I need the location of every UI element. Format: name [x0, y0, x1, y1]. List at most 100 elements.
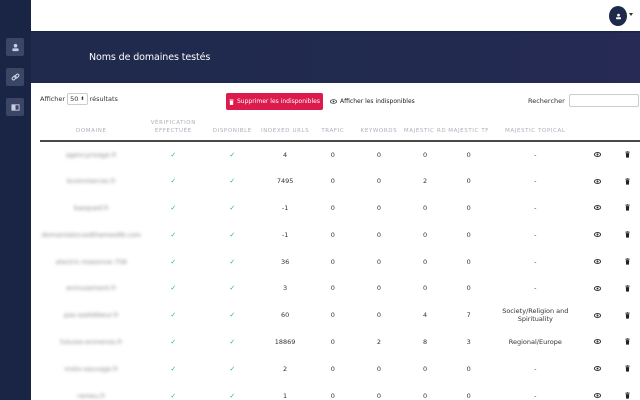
available-check-icon: ✓: [229, 257, 236, 266]
indexed-urls-cell: 60: [280, 311, 290, 320]
domain-cell: rameu.fr: [77, 391, 106, 400]
traffic-cell: 0: [330, 391, 335, 400]
delete-button[interactable]: [614, 355, 640, 382]
delete-button[interactable]: [614, 329, 640, 356]
sidebar-item-panel[interactable]: [6, 98, 24, 116]
view-button[interactable]: [581, 329, 614, 356]
domain-cell: electric-masonne-758: [55, 257, 127, 266]
column-header-traffic[interactable]: Trafic: [309, 115, 356, 142]
top-bar: [31, 0, 640, 32]
column-header-majestic-rd[interactable]: Majestic RD: [402, 115, 449, 142]
eye-icon: [594, 312, 602, 318]
trash-icon: [625, 231, 630, 238]
user-avatar[interactable]: [609, 6, 627, 26]
keywords-cell: 0: [376, 150, 381, 159]
verified-check-icon: ✓: [170, 311, 177, 320]
column-header-available[interactable]: Disponible: [204, 115, 261, 142]
page-size-control: Afficher 50 ⬍ résultats: [40, 93, 118, 105]
view-button[interactable]: [581, 221, 614, 248]
keywords-cell: 0: [376, 177, 381, 186]
delete-button[interactable]: [614, 168, 640, 195]
caret-down-icon[interactable]: [629, 13, 633, 16]
page-header: Noms de domaines testés: [31, 33, 640, 83]
eye-icon: [594, 339, 602, 345]
column-header-view: [581, 115, 615, 142]
majestic-tf-cell: 3: [466, 337, 471, 346]
majestic-tf-cell: 7: [466, 311, 471, 320]
delete-unavailable-label: Supprimer les indisponibles: [237, 98, 320, 105]
trash-icon: [625, 258, 630, 265]
column-header-verified[interactable]: Vérification effectuée: [142, 115, 205, 142]
indexed-urls-cell: 18869: [274, 337, 296, 346]
majestic-tf-cell: 0: [466, 364, 471, 373]
content-card: Afficher 50 ⬍ résultats Supprimer les in…: [31, 83, 640, 400]
delete-unavailable-button[interactable]: Supprimer les indisponibles: [226, 93, 323, 110]
search-input[interactable]: [568, 94, 639, 107]
column-header-majestic-topical[interactable]: Majestic Topical: [489, 115, 582, 142]
view-button[interactable]: [581, 302, 614, 329]
indexed-urls-cell: 1: [283, 391, 288, 400]
indexed-urls-cell: 7495: [276, 177, 294, 186]
available-check-icon: ✓: [229, 203, 236, 212]
column-header-majestic-tf[interactable]: Majestic TF: [448, 115, 490, 142]
view-button[interactable]: [581, 382, 614, 400]
verified-check-icon: ✓: [170, 203, 177, 212]
available-check-icon: ✓: [229, 364, 236, 373]
trash-icon: [229, 99, 234, 105]
available-check-icon: ✓: [229, 230, 236, 239]
view-button[interactable]: [581, 168, 614, 195]
search-label: Rechercher: [528, 96, 565, 105]
majestic-rd-cell: 2: [423, 177, 428, 186]
show-unavailable-label: Afficher les indisponibles: [340, 98, 415, 105]
majestic-tf-cell: 0: [466, 257, 471, 266]
majestic-topical-cell: -: [534, 257, 537, 266]
sidebar-item-links[interactable]: [6, 68, 24, 86]
traffic-cell: 0: [330, 337, 335, 346]
delete-button[interactable]: [614, 382, 640, 400]
majestic-topical-cell: -: [534, 177, 537, 186]
column-header-indexed-urls[interactable]: Indexed URLs: [260, 115, 310, 142]
keywords-cell: 0: [376, 284, 381, 293]
trash-icon: [625, 311, 630, 319]
delete-button[interactable]: [614, 275, 640, 302]
delete-button[interactable]: [614, 221, 640, 248]
column-header-keywords[interactable]: Keywords: [355, 115, 402, 142]
trash-icon: [625, 177, 630, 185]
column-header-domain[interactable]: Domaine: [40, 115, 143, 142]
link-icon: [11, 73, 19, 80]
available-check-icon: ✓: [229, 337, 236, 346]
column-header-delete: [614, 115, 640, 142]
view-button[interactable]: [581, 141, 614, 168]
majestic-topical-cell: -: [534, 391, 537, 400]
delete-button[interactable]: [614, 248, 640, 275]
trash-icon: [625, 151, 630, 159]
keywords-cell: 0: [376, 257, 381, 266]
page-size-value: 50: [70, 95, 79, 103]
traffic-cell: 0: [330, 284, 335, 293]
view-button[interactable]: [581, 195, 614, 222]
table-body: agencynoage.fr ✓ ✓ 4 0 0 0 0 - bcommerce…: [40, 141, 640, 400]
trash-icon: [625, 392, 630, 399]
view-button[interactable]: [581, 355, 614, 382]
traffic-cell: 0: [330, 230, 335, 239]
domain-cell: basqued.fr: [73, 203, 109, 212]
delete-button[interactable]: [614, 302, 640, 329]
available-check-icon: ✓: [229, 177, 236, 186]
view-button[interactable]: [581, 275, 614, 302]
majestic-tf-cell: 0: [466, 230, 471, 239]
majestic-rd-cell: 0: [423, 364, 428, 373]
page-size-select[interactable]: 50 ⬍: [67, 93, 88, 105]
show-unavailable-button[interactable]: Afficher les indisponibles: [326, 93, 419, 110]
delete-button[interactable]: [614, 195, 640, 222]
delete-button[interactable]: [614, 141, 640, 168]
eye-icon: [594, 259, 602, 264]
majestic-topical-cell: -: [534, 284, 537, 293]
majestic-rd-cell: 0: [423, 203, 428, 212]
trash-icon: [625, 365, 630, 372]
eye-icon: [330, 99, 337, 104]
view-button[interactable]: [581, 248, 614, 275]
page-size-prefix: Afficher: [40, 95, 66, 103]
sidebar-item-profile[interactable]: [6, 38, 24, 56]
domain-cell: domainlaloruedthemes99.com: [41, 230, 141, 239]
domain-cell: pas-sadobbeur.fr: [63, 311, 119, 320]
